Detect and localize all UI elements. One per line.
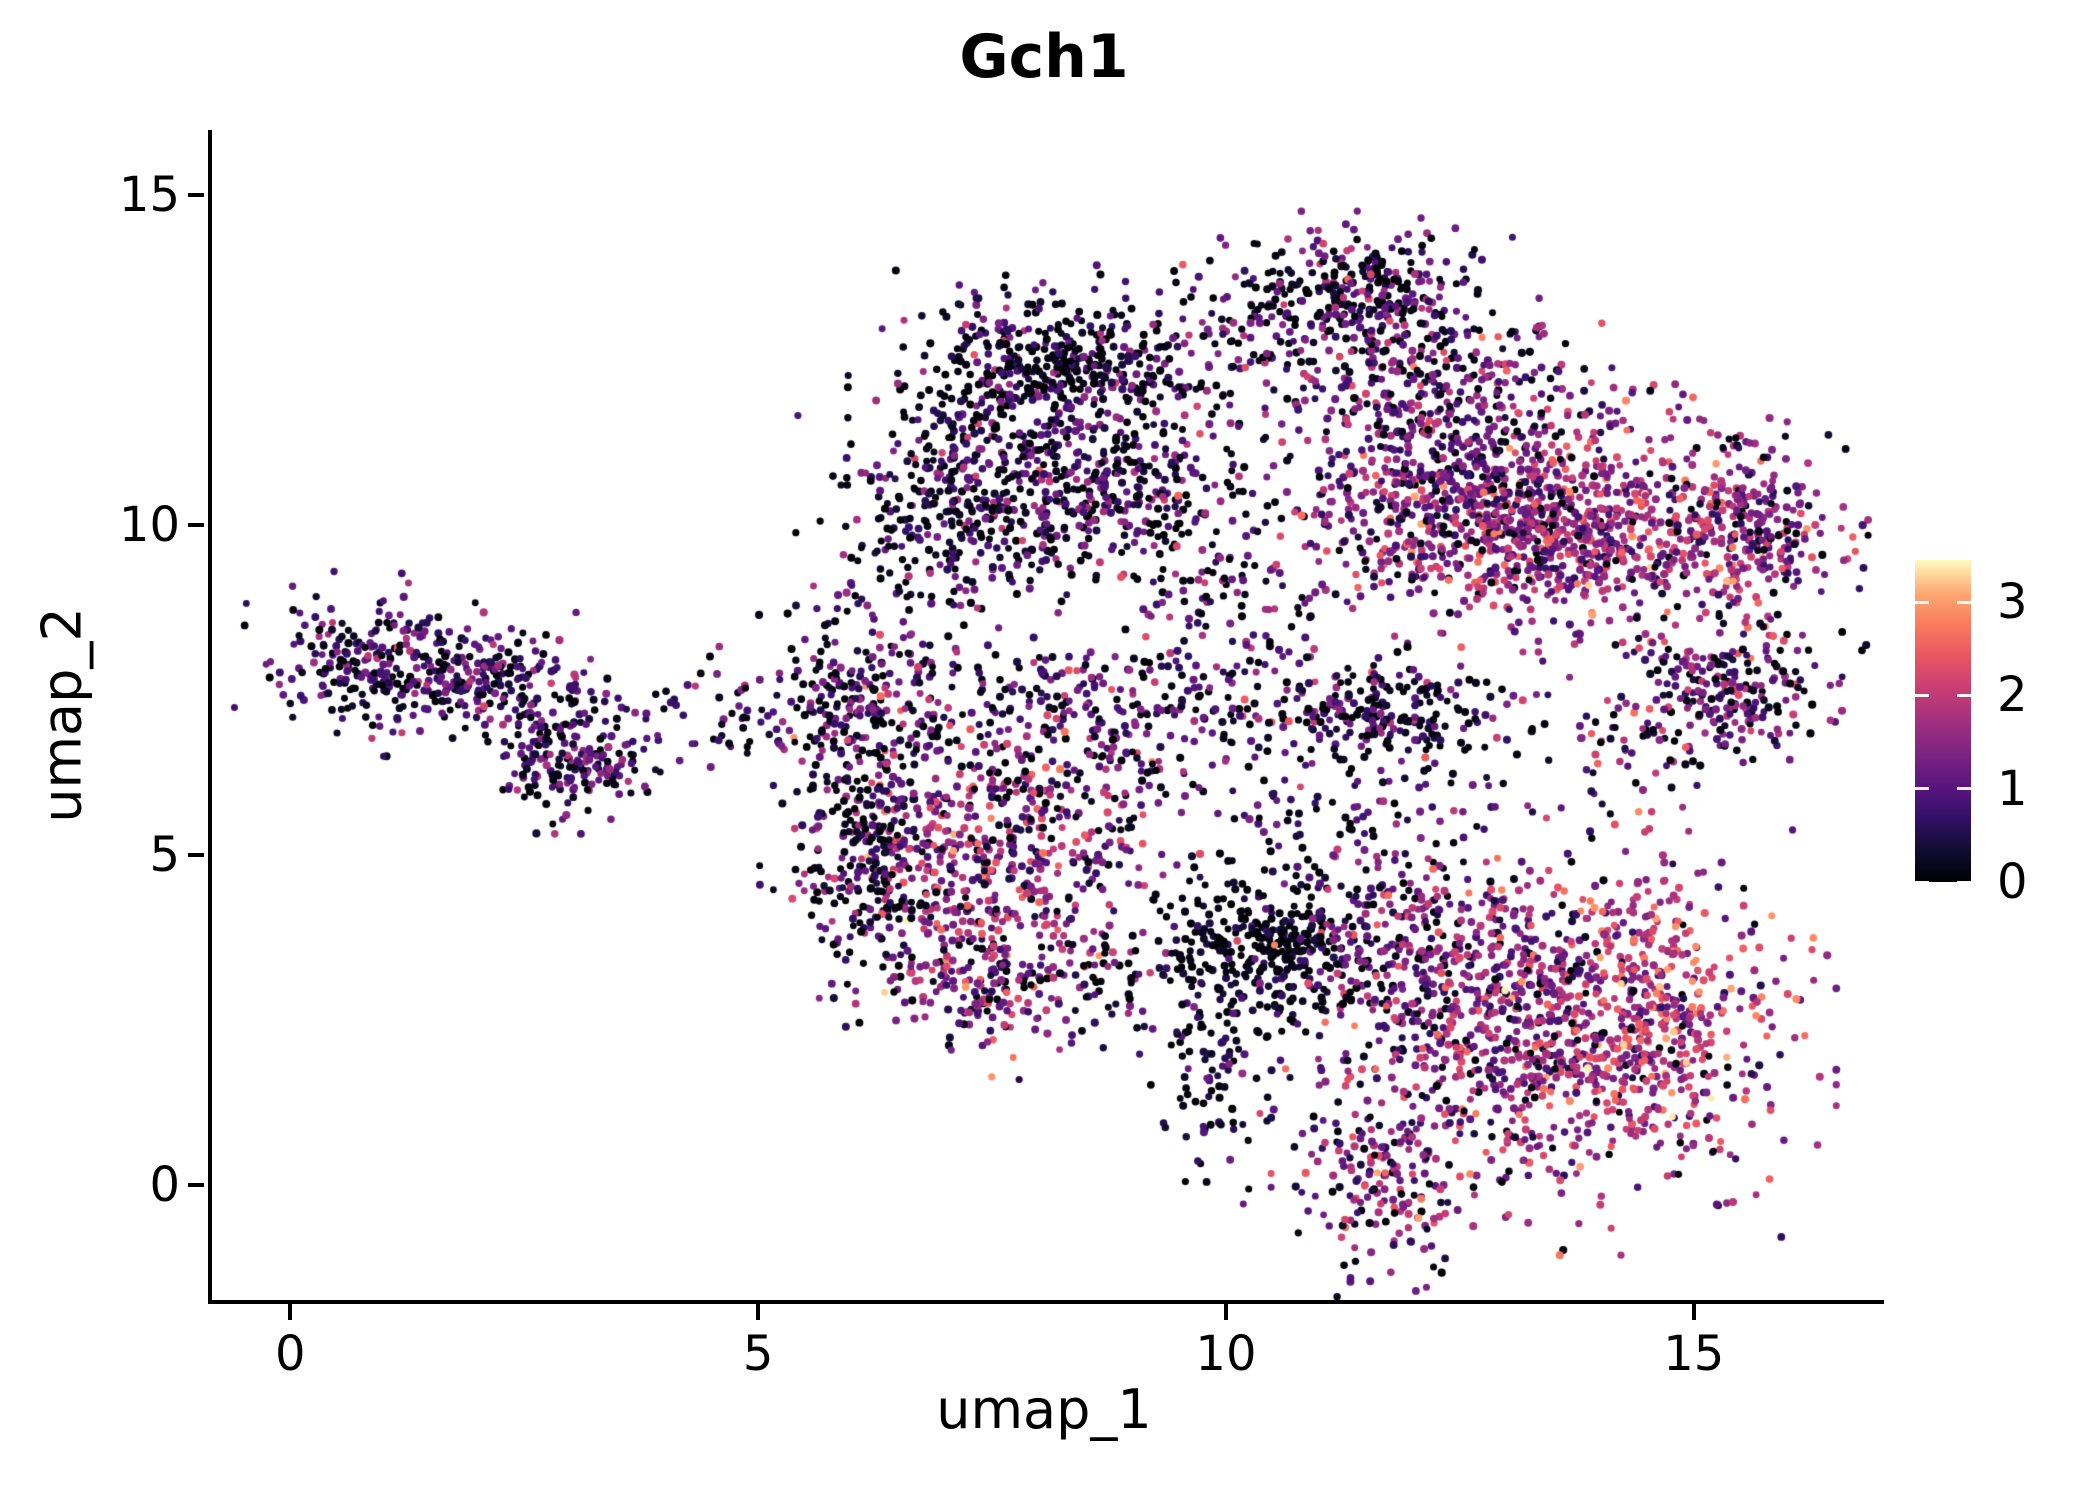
y-tick-mark [188,853,204,858]
y-tick-label: 15 [118,167,180,224]
y-tick-mark [188,1183,204,1188]
x-tick-label: 15 [1663,1326,1725,1382]
colorbar-tick-label: 2 [1997,667,2028,724]
y-tick-label: 0 [149,1157,180,1214]
x-tick-mark [756,1304,761,1320]
x-tick-mark [1223,1304,1228,1320]
plot-area [208,130,1884,1304]
x-tick-label: 0 [275,1326,306,1382]
colorbar-tick-mark [1957,600,1971,604]
colorbar [1915,560,1971,882]
colorbar-tick-label: 0 [1997,854,2028,910]
colorbar-tick-mark [1915,600,1929,604]
y-tick-mark [188,523,204,528]
colorbar-tick-mark [1957,693,1971,697]
x-tick-mark [288,1304,293,1320]
colorbar-tick-mark [1957,880,1971,884]
chart-title: Gch1 [959,22,1129,92]
y-tick-label: 10 [118,497,180,554]
colorbar-tick-label: 1 [1997,760,2028,817]
x-tick-label: 5 [742,1326,774,1382]
x-axis-label: umap_1 [936,1378,1152,1441]
y-tick-mark [188,193,204,198]
scatter-canvas [212,130,1884,1300]
colorbar-tick-mark [1915,787,1929,791]
colorbar-tick-mark [1915,693,1929,697]
x-tick-label: 10 [1195,1326,1257,1382]
y-tick-label: 5 [149,827,180,884]
colorbar-tick-label: 3 [1997,574,2028,630]
colorbar-tick-mark [1915,880,1929,884]
colorbar-tick-mark [1957,787,1971,791]
y-axis-label: umap_2 [30,607,94,823]
x-tick-mark [1691,1304,1696,1320]
colorbar-gradient [1915,560,1971,882]
